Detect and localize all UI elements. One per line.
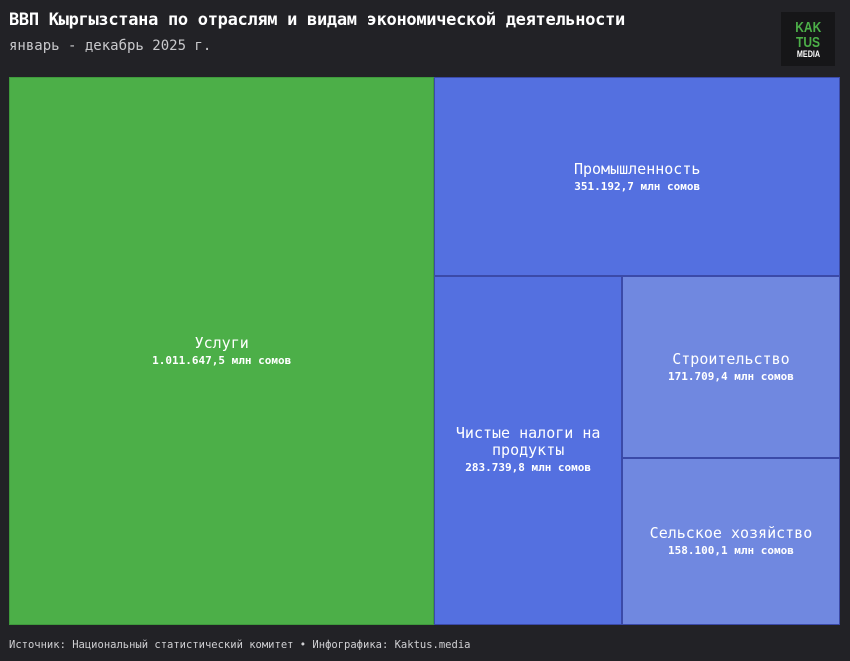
cell-name-label: Услуги	[194, 334, 249, 352]
logo-line: KAK	[795, 18, 821, 36]
treemap-cell: Промышленность 351.192,7 млн сомов	[434, 77, 840, 277]
cell-name-label: Чистые налоги на продукты	[455, 423, 601, 459]
cell-name-label: Промышленность	[573, 159, 701, 178]
treemap-cell: Чистые налоги на продукты 283.739,8 млн с…	[434, 276, 622, 625]
cell-value-label: 171.709,4 млн сомов	[668, 370, 794, 384]
treemap-cell: Услуги 1.011.647,5 млн сомов	[9, 77, 435, 625]
treemap-cell: Сельское хозяйство 158.100,1 млн сомов	[621, 457, 840, 625]
cell-value-label: 351.192,7 млн сомов	[574, 179, 701, 193]
cell-value-label: 158.100,1 млн сомов	[668, 544, 794, 558]
logo-line: MEDIA	[796, 48, 820, 59]
cell-value-label: 1.011.647,5 млн сомов	[152, 354, 292, 367]
chart-title: ВВП Кыргызстана по отраслям и видам экон…	[9, 10, 625, 30]
logo-line: TUS	[796, 33, 820, 51]
cell-value-label: 283.739,8 млн сомов	[465, 460, 592, 474]
chart-subtitle: январь - декабрь 2025 г.	[9, 38, 212, 54]
cell-name-label: Строительство	[672, 350, 790, 369]
cell-name-label: Сельское хозяйство	[649, 524, 813, 543]
kaktus-media-logo: KAK TUS MEDIA	[781, 12, 835, 66]
source-note: Источник: Национальный статистический ко…	[9, 639, 471, 651]
treemap-cell: Строительство 171.709,4 млн сомов	[621, 276, 840, 458]
